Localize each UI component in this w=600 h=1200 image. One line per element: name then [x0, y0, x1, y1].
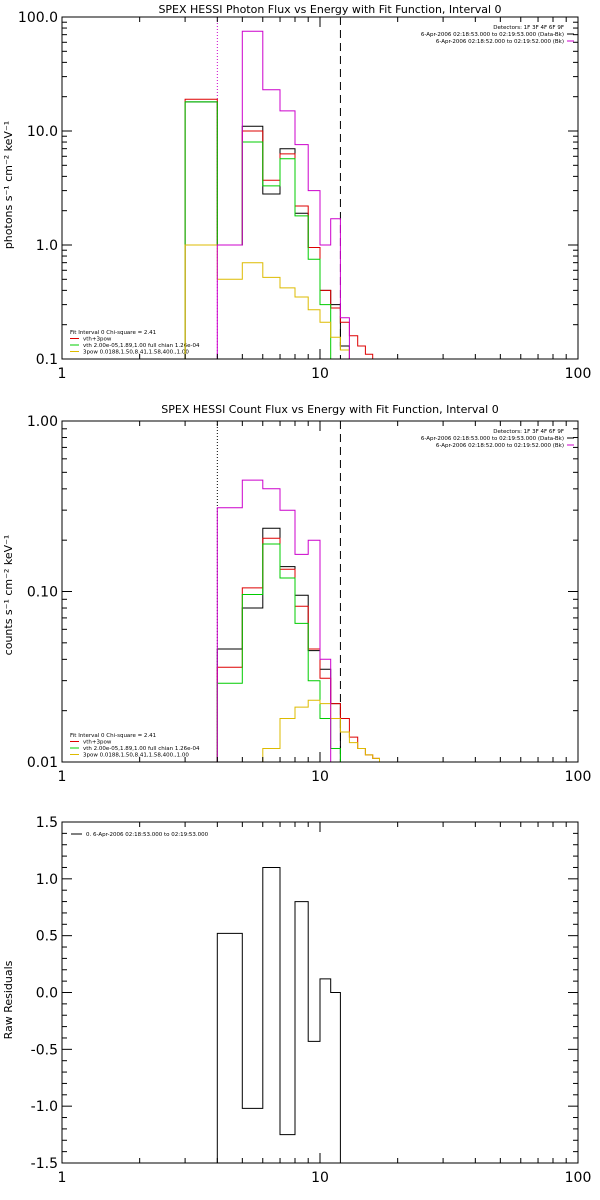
- residuals-series-0: [216, 867, 341, 1163]
- count-flux-y-tick-label: 1.00: [27, 414, 58, 430]
- residuals-y-tick-label: 1.5: [36, 815, 58, 831]
- residuals-y-axis: -1.5 -1.0 -0.5 0.0 0.5 1.0 1.5: [31, 815, 578, 1172]
- photon-flux-plot-frame: [61, 16, 579, 360]
- residuals-legend-text: 0. 6-Apr-2006 02:18:53.000 to 02:19:53.0…: [86, 832, 209, 838]
- count-flux-x-axis: 1 10 100: [58, 421, 592, 785]
- photon-flux-info-line: 6-Apr-2006 02:18:52.000 to 02:19:52.000 …: [436, 39, 564, 45]
- photon-flux-panel: SPEX HESSI Photon Flux vs Energy with Fi…: [2, 3, 591, 382]
- photon-flux-fit-entry: 3pow 0.0188,1.50,8.41,1.58,400.,1.00: [83, 350, 189, 356]
- photon-flux-x-tick-label: 100: [565, 366, 592, 382]
- photon-flux-title: SPEX HESSI Photon Flux vs Energy with Fi…: [158, 3, 501, 16]
- count-flux-series-group: [216, 479, 380, 762]
- photon-flux-y-tick-label: 0.1: [36, 352, 58, 368]
- residuals-x-axis: 1 10 100: [58, 822, 592, 1186]
- photon-flux-series-2: [184, 101, 341, 359]
- count-flux-x-tick-label: 10: [311, 769, 329, 785]
- residuals-y-tick-label: 1.0: [36, 872, 58, 888]
- residuals-y-tick-label: 0.5: [36, 929, 58, 945]
- photon-flux-y-tick-label: 10.0: [27, 124, 58, 140]
- residuals-y-tick-label: -1.5: [31, 1156, 58, 1172]
- photon-flux-fit-entry: vth+3pow: [83, 337, 112, 343]
- count-flux-series-4: [216, 479, 332, 762]
- count-flux-fit-entry: vth 2.00e-05,1.89,1.00 full chian 1.26e-…: [83, 746, 200, 752]
- photon-flux-series-0: [184, 101, 350, 359]
- residuals-panel: Raw Residuals 0. 6-Apr-2006 02:18:53.000…: [2, 815, 591, 1186]
- photon-flux-info-line: Detectors: 1F 3F 4F 6F 9F: [493, 25, 564, 31]
- photon-flux-fit-entry: vth 2.00e-05,1.89,1.00 full chian 1.26e-…: [83, 343, 200, 349]
- count-flux-x-tick-label: 1: [58, 769, 67, 785]
- residuals-y-tick-label: -0.5: [31, 1042, 58, 1058]
- residuals-y-tick-label: -1.0: [31, 1099, 58, 1115]
- count-flux-y-tick-label: 0.10: [27, 585, 58, 601]
- count-flux-fit-title: Fit Interval 0 Chi-square = 2.41: [70, 733, 156, 739]
- count-flux-series-2: [216, 543, 341, 762]
- count-flux-info-block: Detectors: 1F 3F 4F 6F 9F6-Apr-2006 02:1…: [421, 429, 574, 449]
- residuals-x-tick-label: 10: [311, 1170, 329, 1186]
- photon-flux-fit-legend: Fit Interval 0 Chi-square = 2.41vth+3pow…: [70, 330, 200, 356]
- count-flux-series-0: [216, 527, 341, 762]
- count-flux-fit-entry: vth+3pow: [83, 740, 112, 746]
- photon-flux-y-tick-label: 100.0: [18, 10, 58, 26]
- count-flux-title: SPEX HESSI Count Flux vs Energy with Fit…: [161, 403, 498, 416]
- residuals-series-group: [216, 867, 341, 1163]
- count-flux-fit-legend: Fit Interval 0 Chi-square = 2.41vth+3pow…: [70, 733, 200, 759]
- photon-flux-series-group: [184, 30, 374, 359]
- photon-flux-info-line: 6-Apr-2006 02:18:53.000 to 02:19:53.000 …: [421, 32, 564, 38]
- photon-flux-x-tick-label: 1: [58, 366, 67, 382]
- count-flux-info-line: Detectors: 1F 3F 4F 6F 9F: [493, 429, 564, 435]
- count-flux-x-tick-label: 100: [565, 769, 592, 785]
- photon-flux-y-tick-label: 1.0: [36, 238, 58, 254]
- photon-flux-y-axis-label: photons s⁻¹ cm⁻² keV⁻¹: [2, 121, 15, 249]
- count-flux-info-line: 6-Apr-2006 02:18:53.000 to 02:19:53.000 …: [421, 436, 564, 442]
- count-flux-fit-entry: 3pow 0.0188,1.50,8.41,1.58,400.,1.00: [83, 753, 189, 759]
- photon-flux-x-tick-label: 10: [311, 366, 329, 382]
- photon-flux-info-block: Detectors: 1F 3F 4F 6F 9F6-Apr-2006 02:1…: [421, 25, 574, 45]
- photon-flux-fit-title: Fit Interval 0 Chi-square = 2.41: [70, 330, 156, 336]
- photon-flux-series-4: [216, 30, 350, 359]
- photon-flux-y-axis: 0.1 1.0 10.0 100.0: [18, 10, 578, 368]
- residuals-y-tick-label: 0.0: [36, 986, 58, 1002]
- photon-flux-series-1: [184, 98, 374, 359]
- residuals-x-tick-label: 100: [565, 1170, 592, 1186]
- count-flux-series-1: [216, 537, 380, 762]
- count-flux-y-axis-label: counts s⁻¹ cm⁻² keV⁻¹: [2, 535, 15, 656]
- count-flux-panel: SPEX HESSI Count Flux vs Energy with Fit…: [2, 403, 591, 785]
- residuals-y-axis-label: Raw Residuals: [2, 960, 15, 1039]
- count-flux-y-axis: 0.01 0.10 1.00: [27, 414, 578, 771]
- count-flux-series-3: [262, 699, 380, 762]
- photon-flux-series-3: [184, 244, 359, 359]
- residuals-x-tick-label: 1: [58, 1170, 67, 1186]
- count-flux-info-line: 6-Apr-2006 02:18:52.000 to 02:19:52.000 …: [436, 443, 564, 449]
- count-flux-y-tick-label: 0.01: [27, 755, 58, 771]
- photon-flux-x-axis: 1 10 100: [58, 17, 592, 382]
